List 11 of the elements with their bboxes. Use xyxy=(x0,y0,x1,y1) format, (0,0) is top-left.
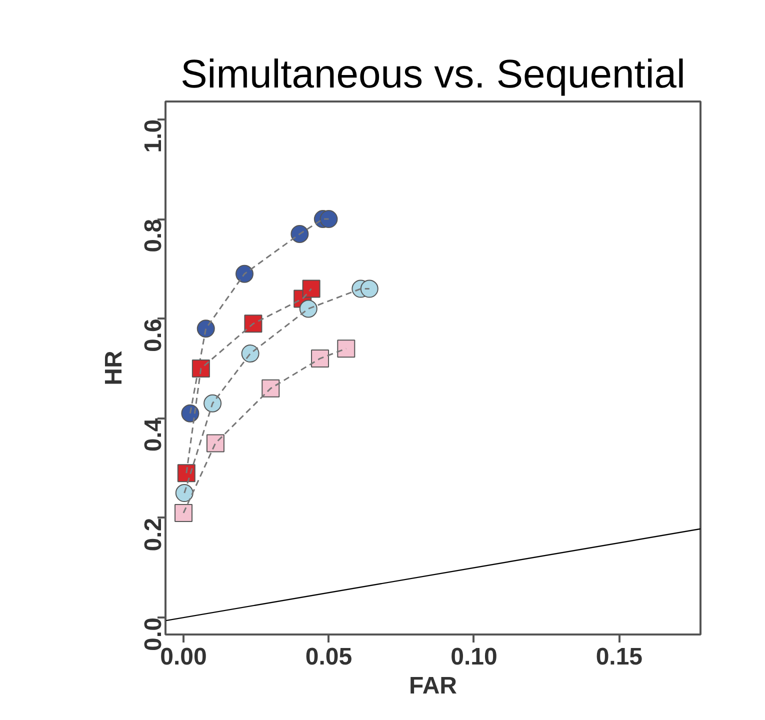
x-axis-title: FAR xyxy=(409,672,457,700)
y-tick-label: 0.4 xyxy=(140,418,167,452)
y-axis-title: HR xyxy=(100,350,128,386)
x-tick-label: 0.05 xyxy=(305,644,352,670)
y-tick-label: 0.6 xyxy=(140,318,167,352)
chart-title: Simultaneous vs. Sequential xyxy=(180,52,686,96)
y-tick-label: 0.2 xyxy=(140,518,167,552)
y-tick-label: 0.8 xyxy=(140,219,167,252)
x-tick-label: 0.15 xyxy=(596,644,643,670)
y-tick-label: 1.0 xyxy=(140,119,167,153)
x-tick-label: 0.10 xyxy=(450,644,498,670)
